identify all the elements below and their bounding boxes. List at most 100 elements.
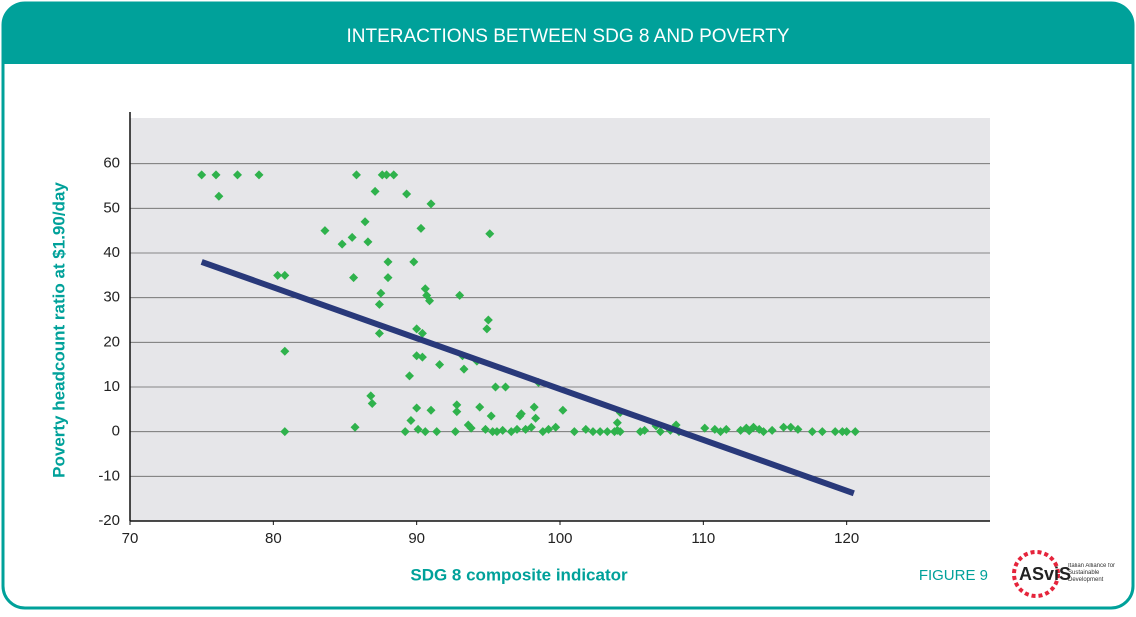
point	[350, 422, 360, 432]
point	[374, 328, 384, 338]
point	[544, 424, 554, 434]
figure-label: FIGURE 9	[919, 567, 988, 584]
point	[452, 400, 462, 410]
point	[588, 427, 598, 437]
point	[400, 427, 410, 437]
plot-area	[130, 118, 990, 521]
point	[360, 217, 370, 227]
x-tick-label: 120	[834, 530, 859, 547]
point	[389, 170, 399, 180]
logo-tagline-box: Italian Alliance for Sustainable Develop…	[1068, 563, 1116, 583]
point	[558, 405, 568, 415]
point	[280, 427, 290, 437]
y-axis-label: Poverty headcount ratio at $1.90/day	[49, 182, 68, 478]
point	[376, 288, 386, 298]
point	[779, 422, 789, 432]
point	[420, 427, 430, 437]
point	[512, 424, 522, 434]
point	[367, 399, 377, 409]
point	[409, 257, 419, 267]
point	[435, 360, 445, 370]
y-tick-label: 10	[103, 378, 120, 395]
y-tick-label: 20	[103, 333, 120, 350]
point	[793, 424, 803, 434]
point	[214, 191, 224, 201]
point	[595, 427, 605, 437]
point	[426, 199, 436, 209]
point	[526, 422, 536, 432]
point	[412, 324, 422, 334]
point	[425, 296, 435, 306]
point	[406, 416, 416, 425]
point	[412, 403, 422, 413]
point	[280, 346, 290, 356]
point	[485, 229, 495, 239]
point	[850, 427, 860, 437]
point	[700, 423, 710, 433]
point	[273, 270, 283, 280]
point	[254, 170, 264, 180]
x-tick-label: 70	[122, 530, 139, 547]
header	[3, 3, 1133, 64]
y-tick-label: 0	[112, 423, 120, 440]
point	[366, 391, 376, 401]
point	[320, 226, 330, 236]
point	[516, 409, 526, 419]
point	[640, 425, 650, 435]
trend-line	[200, 259, 855, 497]
point	[486, 411, 496, 421]
y-tick-label: 50	[103, 199, 120, 216]
point	[211, 170, 221, 180]
point	[482, 324, 492, 334]
point	[786, 422, 796, 432]
point	[413, 424, 423, 434]
point	[475, 402, 485, 412]
point	[402, 189, 412, 199]
point	[452, 407, 462, 417]
point	[351, 170, 361, 180]
point	[602, 427, 612, 437]
point	[551, 422, 561, 432]
y-tick-label: 60	[103, 155, 120, 172]
y-tick-label: -10	[98, 467, 120, 484]
point	[280, 270, 290, 280]
point	[417, 352, 427, 362]
point	[374, 299, 384, 309]
point	[615, 427, 625, 437]
chart-title: INTERACTIONS BETWEEN SDG 8 AND POVERTY	[346, 26, 789, 47]
x-tick-label: 90	[408, 530, 425, 547]
point	[383, 273, 393, 283]
point	[655, 427, 665, 437]
x-axis-label: SDG 8 composite indicator	[410, 565, 628, 584]
point	[416, 223, 426, 233]
point	[405, 371, 414, 381]
point	[363, 237, 373, 247]
point	[455, 290, 465, 300]
point	[581, 424, 591, 434]
point	[417, 328, 427, 338]
logo-tagline: Italian Alliance for Sustainable Develop…	[1068, 563, 1116, 583]
x-tick-label: 80	[265, 530, 282, 547]
y-tick-label: 40	[103, 244, 120, 261]
point	[233, 170, 242, 180]
point	[807, 427, 817, 437]
point	[531, 413, 541, 423]
point	[569, 427, 579, 437]
point	[347, 232, 357, 242]
point	[759, 427, 769, 437]
point	[337, 239, 347, 249]
y-tick-label: 30	[103, 289, 120, 306]
point	[383, 257, 393, 267]
point	[426, 405, 436, 415]
point	[842, 427, 852, 437]
point	[370, 186, 380, 196]
point	[830, 427, 840, 437]
point	[767, 425, 777, 435]
point	[529, 402, 539, 412]
point	[432, 427, 442, 437]
y-tick-label: -20	[98, 512, 120, 529]
x-tick-label: 110	[691, 530, 715, 547]
point	[420, 284, 430, 294]
point	[483, 315, 493, 325]
point	[459, 364, 469, 374]
